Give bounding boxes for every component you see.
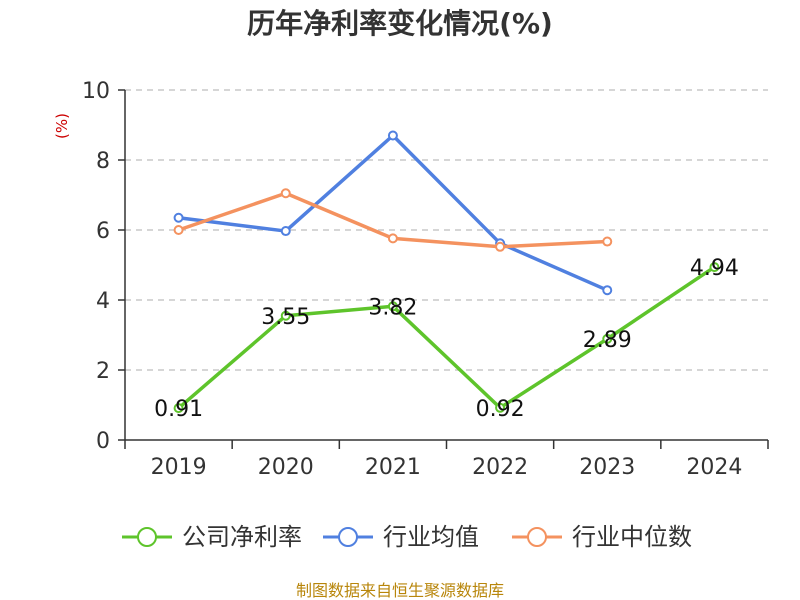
data-label-2020: 3.55 bbox=[261, 305, 310, 330]
gridlines bbox=[125, 89, 768, 371]
x-tick-label-2020: 2020 bbox=[258, 455, 314, 480]
data-point-2021 bbox=[387, 301, 398, 312]
data-label-2022: 0.92 bbox=[476, 397, 525, 422]
source-note: 制图数据来自恒生聚源数据库 bbox=[296, 581, 504, 600]
legend-marker bbox=[137, 527, 157, 547]
x-tick-label-2021: 2021 bbox=[365, 455, 421, 480]
data-point-2023 bbox=[602, 236, 613, 247]
y-tick-label: 2 bbox=[96, 359, 110, 384]
legend-label: 公司净利率 bbox=[182, 523, 302, 551]
y-tick-label: 4 bbox=[96, 289, 110, 314]
y-axis-label: (%) bbox=[53, 113, 71, 139]
data-point-2023 bbox=[602, 285, 613, 296]
y-tick-label: 8 bbox=[96, 149, 110, 174]
series-1 bbox=[173, 130, 613, 296]
y-tick-label: 10 bbox=[82, 79, 110, 104]
legend-item-0[interactable]: 公司净利率 bbox=[122, 523, 302, 551]
data-label-2024: 4.94 bbox=[690, 256, 739, 281]
data-point-2022 bbox=[495, 402, 506, 413]
y-tick-label: 6 bbox=[96, 219, 110, 244]
x-tick-label-2024: 2024 bbox=[686, 455, 742, 480]
x-tick-label-2023: 2023 bbox=[579, 455, 635, 480]
legend-item-2[interactable]: 行业中位数 bbox=[512, 523, 692, 551]
series-line-1 bbox=[178, 133, 608, 292]
data-point-2022 bbox=[495, 241, 506, 252]
series-line-0 bbox=[177, 265, 716, 410]
series-layer: 0.91 3.55 3.82 0.92 2.89 4.94 bbox=[154, 130, 739, 422]
axes: 0 2 4 6 8 10 2019 2020 2021 2022 2023 2024 bbox=[82, 79, 769, 480]
legend-label: 行业中位数 bbox=[572, 523, 692, 551]
series-0 bbox=[173, 262, 720, 414]
data-point-2021 bbox=[387, 130, 398, 141]
data-point-2019 bbox=[173, 212, 184, 223]
legend-item-1[interactable]: 行业均值 bbox=[323, 523, 479, 551]
data-point-2020 bbox=[280, 226, 291, 237]
legend-marker bbox=[527, 527, 547, 547]
data-label-2019: 0.91 bbox=[154, 397, 203, 422]
chart-title: 历年净利率变化情况(%) bbox=[247, 7, 553, 40]
x-tick-label-2022: 2022 bbox=[472, 455, 528, 480]
series-2 bbox=[173, 188, 613, 252]
legend[interactable]: 公司净利率 行业均值 行业中位数 bbox=[122, 523, 692, 551]
data-label-2023: 2.89 bbox=[583, 328, 632, 353]
data-point-2020 bbox=[280, 310, 291, 321]
legend-label: 行业均值 bbox=[383, 523, 479, 551]
data-point-2019 bbox=[173, 225, 184, 235]
data-point-2021 bbox=[387, 233, 398, 244]
data-point-2019 bbox=[173, 403, 184, 414]
data-point-2024 bbox=[709, 262, 720, 273]
y-tick-label: 0 bbox=[96, 429, 110, 454]
legend-marker bbox=[338, 527, 358, 547]
data-point-2023 bbox=[602, 333, 613, 344]
data-label-2021: 3.82 bbox=[368, 295, 417, 320]
data-point-2020 bbox=[280, 188, 291, 199]
x-tick-label-2019: 2019 bbox=[151, 455, 207, 480]
